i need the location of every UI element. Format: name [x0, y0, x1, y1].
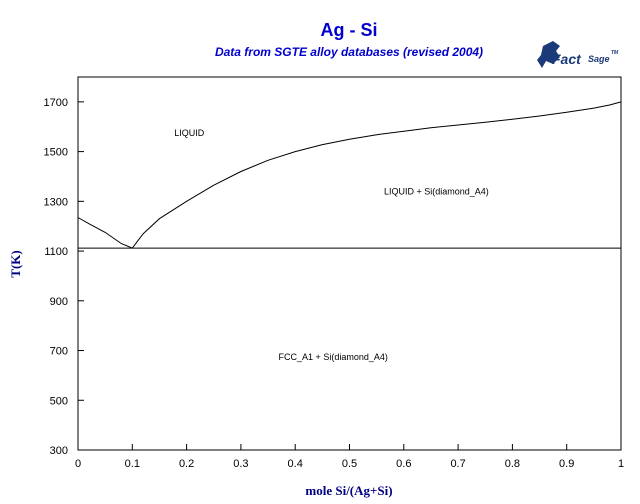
x-tick-label: 0.2: [179, 458, 194, 470]
x-tick-label: 0.1: [125, 458, 140, 470]
x-axis-ticks: 0 0.1 0.2 0.3 0.4 0.5 0.6 0.7 0.8 0.9 1: [75, 444, 624, 470]
region-label: LIQUID + Si(diamond_A4): [384, 186, 489, 196]
factsage-logo-mark-icon: [537, 41, 560, 68]
x-tick-label: 0.6: [396, 458, 411, 470]
phase-boundaries: [77, 101, 622, 249]
factsage-logo: Fact Sage TM: [537, 41, 619, 68]
region-label: FCC_A1 + Si(diamond_A4): [279, 352, 388, 362]
factsage-logo-tm-text: TM: [611, 50, 619, 56]
y-tick-label: 1700: [44, 97, 68, 109]
x-tick-label: 0.3: [233, 458, 248, 470]
factsage-logo-sub-text: Sage: [588, 54, 610, 64]
y-tick-label: 900: [50, 296, 68, 308]
y-tick-label: 300: [50, 445, 68, 457]
x-tick-label: 0.7: [450, 458, 465, 470]
x-tick-label: 0.9: [559, 458, 574, 470]
x-tick-label: 0: [75, 458, 81, 470]
x-axis-label: mole Si/(Ag+Si): [305, 483, 392, 498]
factsage-logo-main-text: Fact: [552, 51, 582, 67]
chart-subtitle: Data from SGTE alloy databases (revised …: [215, 45, 483, 59]
y-axis-ticks: 300 500 700 900 1100 1300 1500 1700: [44, 97, 84, 457]
phase-region-labels: LIQUID LIQUID + Si(diamond_A4) FCC_A1 + Si…: [174, 128, 488, 362]
x-tick-label: 1: [618, 458, 624, 470]
region-label: LIQUID: [174, 128, 205, 138]
y-tick-label: 500: [50, 395, 68, 407]
y-tick-label: 700: [50, 346, 68, 358]
y-tick-label: 1100: [44, 246, 68, 258]
x-tick-label: 0.8: [505, 458, 520, 470]
series-liquidus-ag-side: [77, 217, 133, 249]
series-liquidus-si-side: [131, 101, 622, 249]
y-axis-label: T(K): [8, 250, 23, 277]
chart-title: Ag - Si: [321, 20, 378, 40]
y-tick-label: 1300: [44, 196, 68, 208]
y-tick-label: 1500: [44, 147, 68, 159]
x-tick-label: 0.5: [342, 458, 357, 470]
x-tick-label: 0.4: [288, 458, 303, 470]
plot-area-frame: [77, 76, 622, 451]
